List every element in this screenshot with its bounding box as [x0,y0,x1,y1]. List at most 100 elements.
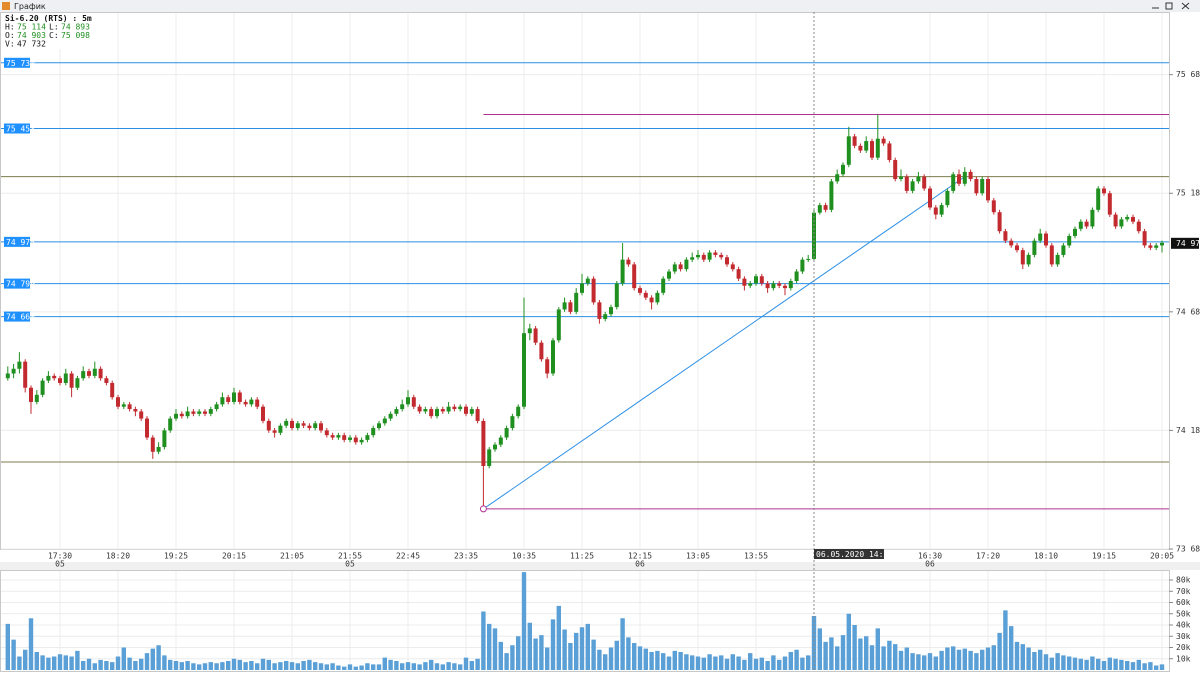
candle-body [1003,231,1008,241]
y-tick-label: 74 680 [1176,307,1200,316]
candle-body [916,176,921,182]
level-label: 74 660 [6,313,35,322]
candle-body [841,164,845,175]
volume-bar [1026,647,1031,670]
candle-body [1061,245,1066,255]
legend-field-value: 75 114 [17,23,46,32]
volume-bar [318,663,324,670]
candle-body [986,179,990,201]
volume-bar [1113,658,1118,670]
volume-bar [150,648,155,670]
volume-bar [835,646,840,670]
candle-body [1084,221,1089,227]
candle-body [185,411,190,417]
volume-bar [817,628,822,670]
volume-bar [777,659,782,670]
volume-bar [858,638,863,670]
x-tick-label: 12:15 [628,552,652,561]
candle-body [852,136,857,146]
volume-bar [98,659,103,670]
volume-bar [272,663,277,670]
volume-bar [324,664,329,670]
volume-bar [301,661,306,670]
candle-body [690,257,695,260]
maximize-button[interactable] [1165,2,1173,10]
volume-bar [330,663,335,670]
candle-body [487,449,492,466]
volume-bar [463,657,469,670]
candle-body [603,314,608,319]
candle-body [899,176,903,180]
candle-body [458,406,463,410]
volume-bar [487,623,492,670]
volume-bar [231,658,237,670]
candle-body [290,420,294,429]
level-label: 75 730 [6,59,35,68]
volume-bar [185,661,190,670]
candle-body [34,394,39,402]
candle-body [1125,216,1130,220]
candle-body [237,392,242,402]
volume-bar [916,654,921,670]
candle-body [1119,219,1124,227]
close-icon[interactable] [1181,2,1190,10]
candle-body [1136,221,1141,232]
volume-bar [440,664,445,670]
candle-body [324,430,329,436]
candle-body [406,397,410,405]
candle-body [736,269,741,279]
volume-bar [585,623,590,670]
volume-bar [980,649,985,670]
level-label: 75 453 [6,125,35,134]
volume-bar [1159,664,1165,670]
volume-bar [475,658,480,670]
candle-body [817,205,822,213]
volume-bar [881,646,886,670]
volume-bar [875,628,880,670]
candle-body [498,437,503,445]
candle-body [725,257,729,265]
candle-body [429,409,434,417]
candle-body [661,278,666,293]
volume-bar [614,640,619,670]
legend-field-name: O: [5,31,15,40]
volume-bar [104,661,109,670]
candle-body [1032,240,1037,255]
volume-bar [707,654,712,670]
volume-bar [40,655,45,670]
candle-body [1055,254,1060,265]
x-tick-label: 18:10 [1034,552,1058,561]
legend-field-value: 47 732 [17,40,46,49]
candle-body [481,420,486,466]
volume-bar [620,618,625,670]
volume-bar [510,645,515,670]
volume-bar [1130,662,1136,670]
candle-body [440,409,445,412]
volume-bar [608,647,614,670]
volume-bar [701,657,706,670]
volume-bar [574,632,579,670]
volume-bar [568,643,573,670]
candle-body [759,276,764,284]
volume-bar [829,637,834,670]
candle-body [330,435,335,438]
volume-bar [417,664,422,670]
volume-bar [243,662,248,670]
window-title: График [14,2,46,11]
volume-bar [110,662,115,670]
candle-body [788,281,793,289]
candle-body [933,207,938,215]
candle-body [980,179,985,194]
volume-bar [765,661,770,670]
candle-body [353,437,358,443]
volume-bar [133,661,138,670]
x-tick-label: 22:45 [396,552,420,561]
legend-field-value: 74 893 [61,23,90,32]
candle-body [684,259,689,270]
candle-body [1131,216,1135,222]
candle-body [614,283,619,308]
volume-bar [823,641,828,670]
volume-bar [423,662,428,670]
volume-bar [904,647,909,670]
